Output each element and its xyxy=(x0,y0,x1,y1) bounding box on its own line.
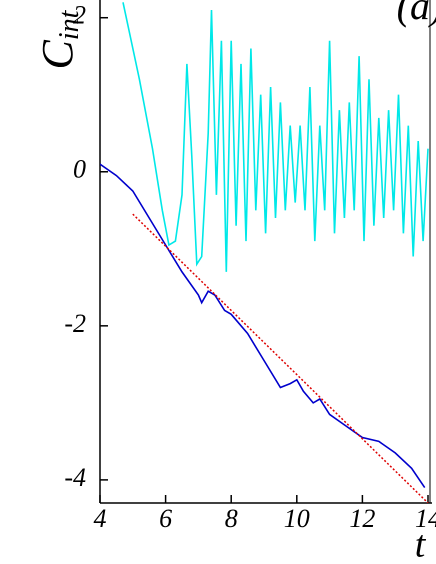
x-tick-label: 14 xyxy=(415,504,436,533)
y-tick-label: -2 xyxy=(64,309,86,338)
series-line xyxy=(122,2,429,272)
panel-label: (a) xyxy=(397,0,436,28)
x-tick-label: 12 xyxy=(349,504,375,533)
x-tick-label: 10 xyxy=(284,504,310,533)
y-tick-label: -4 xyxy=(64,463,86,492)
y-axis-label: Cint xyxy=(33,9,85,69)
x-tick-label: 8 xyxy=(225,504,238,533)
series-line xyxy=(100,163,426,489)
x-tick-label: 6 xyxy=(159,504,172,533)
series-line xyxy=(132,213,429,503)
y-label-sub: int xyxy=(54,9,85,40)
x-axis-label: t xyxy=(415,524,427,564)
y-label-main: C xyxy=(33,39,82,69)
plot-area xyxy=(100,2,429,503)
y-tick-label: 0 xyxy=(73,155,86,184)
x-tick-label: 4 xyxy=(94,504,107,533)
y-tick-label: 2 xyxy=(73,1,86,30)
